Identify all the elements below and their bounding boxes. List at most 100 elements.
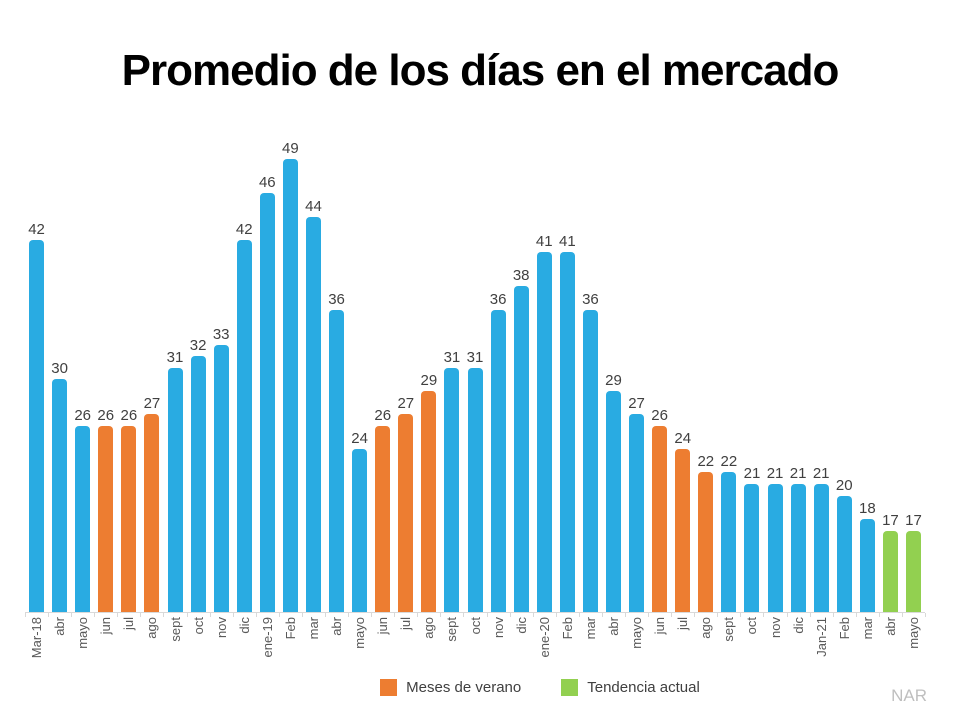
bar-value-label: 30 <box>51 360 68 377</box>
bar-value-label: 41 <box>558 233 576 250</box>
category-label: Feb <box>836 617 852 640</box>
axis-tick <box>163 613 165 617</box>
bar-column: 21 <box>787 466 810 612</box>
bar-column: 17 <box>879 513 902 612</box>
bar <box>836 496 852 612</box>
bar <box>906 531 921 612</box>
bar-column: 18 <box>856 501 879 612</box>
axis-tick <box>25 613 26 617</box>
bar <box>282 159 298 612</box>
bar-value-label: 18 <box>859 500 876 517</box>
bar-value-label: 24 <box>674 430 692 447</box>
axis-tick <box>740 613 742 617</box>
bar-column: 26 <box>71 408 94 612</box>
bar-value-label: 21 <box>743 465 761 482</box>
bar-column: 21 <box>740 466 763 612</box>
bar <box>29 240 45 612</box>
bar-value-label: 33 <box>212 326 230 343</box>
axis-tick <box>601 613 603 617</box>
bar-value-label: 29 <box>420 372 438 389</box>
category-label: abr <box>52 617 68 636</box>
bar-column: 46 <box>256 175 279 612</box>
legend-swatch-summer-icon <box>380 679 398 696</box>
bar-value-label: 36 <box>582 291 599 308</box>
bar-value-label: 31 <box>443 349 461 366</box>
category-label: ago <box>144 617 160 639</box>
category-label: ago <box>421 617 437 639</box>
bar-column: 21 <box>810 466 833 612</box>
bar <box>559 252 575 612</box>
category-label: mayo <box>629 617 645 649</box>
axis-tick <box>532 613 534 617</box>
axis-tick <box>578 613 580 617</box>
category-label: mayo <box>352 617 368 649</box>
chart-title: Promedio de los días en el mercado <box>121 46 840 95</box>
axis-tick <box>417 613 419 617</box>
bar-value-label: 17 <box>882 512 899 529</box>
bar-column: 42 <box>233 222 256 612</box>
axis-tick <box>371 613 373 617</box>
bar-column: 26 <box>371 408 394 612</box>
bar-value-label: 20 <box>835 477 853 494</box>
bar <box>582 310 598 612</box>
bar-value-label: 21 <box>766 465 784 482</box>
legend-item-summer: Meses de verano <box>380 679 521 696</box>
bar <box>859 519 875 612</box>
bar-column: 26 <box>117 408 140 612</box>
bar <box>190 356 206 612</box>
axis-tick <box>925 613 926 617</box>
category-label: oct <box>190 617 206 635</box>
bar-value-label: 36 <box>328 291 345 308</box>
bar-value-label: 26 <box>374 407 392 424</box>
category-label: mayo <box>906 617 921 649</box>
bar <box>698 472 714 612</box>
axis-tick <box>324 613 326 617</box>
bar-column: 20 <box>833 478 856 612</box>
bar-value-label: 27 <box>143 395 161 412</box>
category-label: mayo <box>75 617 91 649</box>
plot-area: 42 30 26 26 26 27 31 32 33 42 46 49 44 36 24 26 27 29 31 31… <box>25 141 925 612</box>
bar-column: 31 <box>440 350 463 612</box>
bar-value-label: 26 <box>120 407 138 424</box>
category-label: ago <box>698 617 714 639</box>
bar-value-label: 42 <box>28 221 45 238</box>
axis-tick <box>878 613 880 617</box>
axis-tick <box>71 613 73 617</box>
bar-value-label: 26 <box>97 407 115 424</box>
bar <box>721 472 737 612</box>
axis-tick <box>624 613 626 617</box>
category-label: oct <box>744 617 760 635</box>
bar-value-label: 38 <box>512 267 530 284</box>
axis-tick <box>463 613 465 617</box>
watermark-nar: NAR <box>891 686 927 705</box>
bar-column: 42 <box>25 222 48 612</box>
legend-swatch-trend-icon <box>561 679 579 696</box>
bar-chart: 42 30 26 26 26 27 31 32 33 42 46 49 44 36 24 26 27 29 31 31… <box>25 141 926 658</box>
category-label: sept <box>167 617 183 642</box>
bar-column: 36 <box>487 292 510 612</box>
axis-tick <box>694 613 696 617</box>
category-label: Mar-18 <box>29 617 45 659</box>
category-label: jun <box>375 617 391 635</box>
bar <box>467 368 483 612</box>
bar-column: 31 <box>463 350 486 612</box>
bar <box>629 414 645 612</box>
bar-column: 22 <box>717 454 740 612</box>
axis-tick <box>555 613 557 617</box>
category-label: mar <box>305 617 321 640</box>
bar <box>882 531 898 612</box>
bar-column: 30 <box>48 361 71 612</box>
bar <box>167 368 183 612</box>
bar-column: 49 <box>279 141 302 612</box>
bar-value-label: 27 <box>628 395 645 412</box>
bar <box>329 310 345 612</box>
bar-column: 17 <box>902 513 925 612</box>
category-label: mar <box>582 617 598 640</box>
bar-value-label: 36 <box>489 291 507 308</box>
bar <box>98 426 114 612</box>
category-label: dic <box>790 617 806 634</box>
bar-column: 33 <box>210 327 233 612</box>
bar <box>652 426 668 612</box>
category-label: abr <box>882 617 898 636</box>
bar-value-label: 31 <box>166 349 184 366</box>
